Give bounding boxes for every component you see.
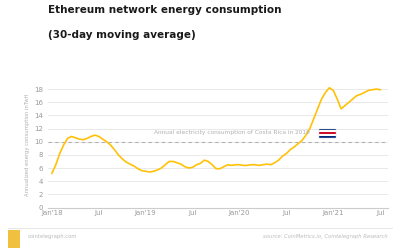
Bar [319,132,336,134]
Text: source: CoinMetrics.io, Cointelegraph Research: source: CoinMetrics.io, Cointelegraph Re… [263,234,388,239]
Y-axis label: Annualized energy consumption inTwH: Annualized energy consumption inTwH [25,94,30,196]
Text: Ethereum network energy consumption: Ethereum network energy consumption [48,5,282,15]
Bar [319,130,336,132]
Text: (30-day moving average): (30-day moving average) [48,30,196,40]
Bar [319,128,336,138]
Bar [319,134,336,136]
Text: Annual electricity consumption of Costa Rica in 2019: Annual electricity consumption of Costa … [154,130,309,135]
Bar [319,136,336,138]
Bar [319,128,336,130]
Text: cointelegraph.com: cointelegraph.com [28,234,78,239]
